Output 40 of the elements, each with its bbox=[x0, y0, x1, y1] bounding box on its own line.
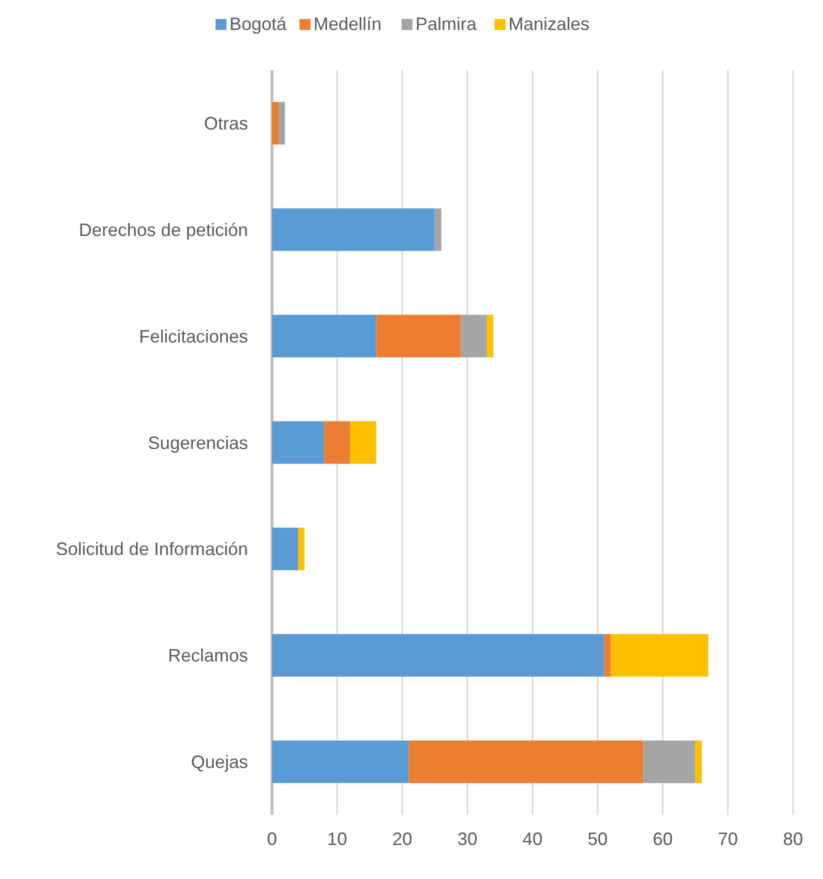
bar bbox=[272, 528, 298, 570]
bar bbox=[486, 314, 494, 358]
legend-label: Palmira bbox=[416, 14, 478, 34]
y-tick-label: Derechos de petición bbox=[78, 220, 248, 240]
y-tick-label: Solicitud de Información bbox=[56, 539, 248, 560]
bar bbox=[324, 421, 350, 464]
legend-label: Medellín bbox=[314, 14, 382, 34]
bar bbox=[695, 740, 702, 784]
x-tick-label: 70 bbox=[718, 829, 738, 849]
legend-label: Manizales bbox=[508, 14, 590, 34]
y-tick-label: Sugerencias bbox=[148, 432, 248, 453]
bar bbox=[350, 421, 376, 464]
bar bbox=[272, 314, 376, 358]
bar bbox=[272, 421, 324, 464]
x-tick-label: 50 bbox=[588, 829, 608, 849]
x-tick-label: 0 bbox=[266, 829, 278, 849]
x-tick-label: 60 bbox=[652, 829, 673, 849]
legend-label: Bogotá bbox=[230, 14, 288, 34]
bar bbox=[272, 102, 279, 144]
bar bbox=[408, 740, 644, 784]
x-tick-label: 40 bbox=[522, 829, 543, 849]
x-tick-label: 20 bbox=[392, 829, 412, 849]
x-tick-label: 30 bbox=[457, 829, 478, 849]
x-tick-label: 10 bbox=[327, 829, 348, 849]
bar bbox=[460, 314, 487, 358]
y-tick-label: Reclamos bbox=[168, 646, 248, 666]
y-tick-label: Felicitaciones bbox=[138, 326, 248, 346]
bar bbox=[298, 528, 305, 570]
y-tick-label: Quejas bbox=[190, 752, 248, 772]
bar bbox=[272, 740, 409, 784]
bar bbox=[272, 634, 604, 677]
bar bbox=[643, 740, 696, 784]
bar bbox=[272, 208, 435, 251]
bar bbox=[278, 102, 286, 144]
x-tick-label: 80 bbox=[782, 829, 804, 849]
bar bbox=[434, 208, 442, 251]
y-tick-label: Otras bbox=[204, 114, 248, 134]
bar bbox=[604, 634, 611, 677]
bar bbox=[376, 314, 461, 358]
bar bbox=[610, 634, 708, 677]
